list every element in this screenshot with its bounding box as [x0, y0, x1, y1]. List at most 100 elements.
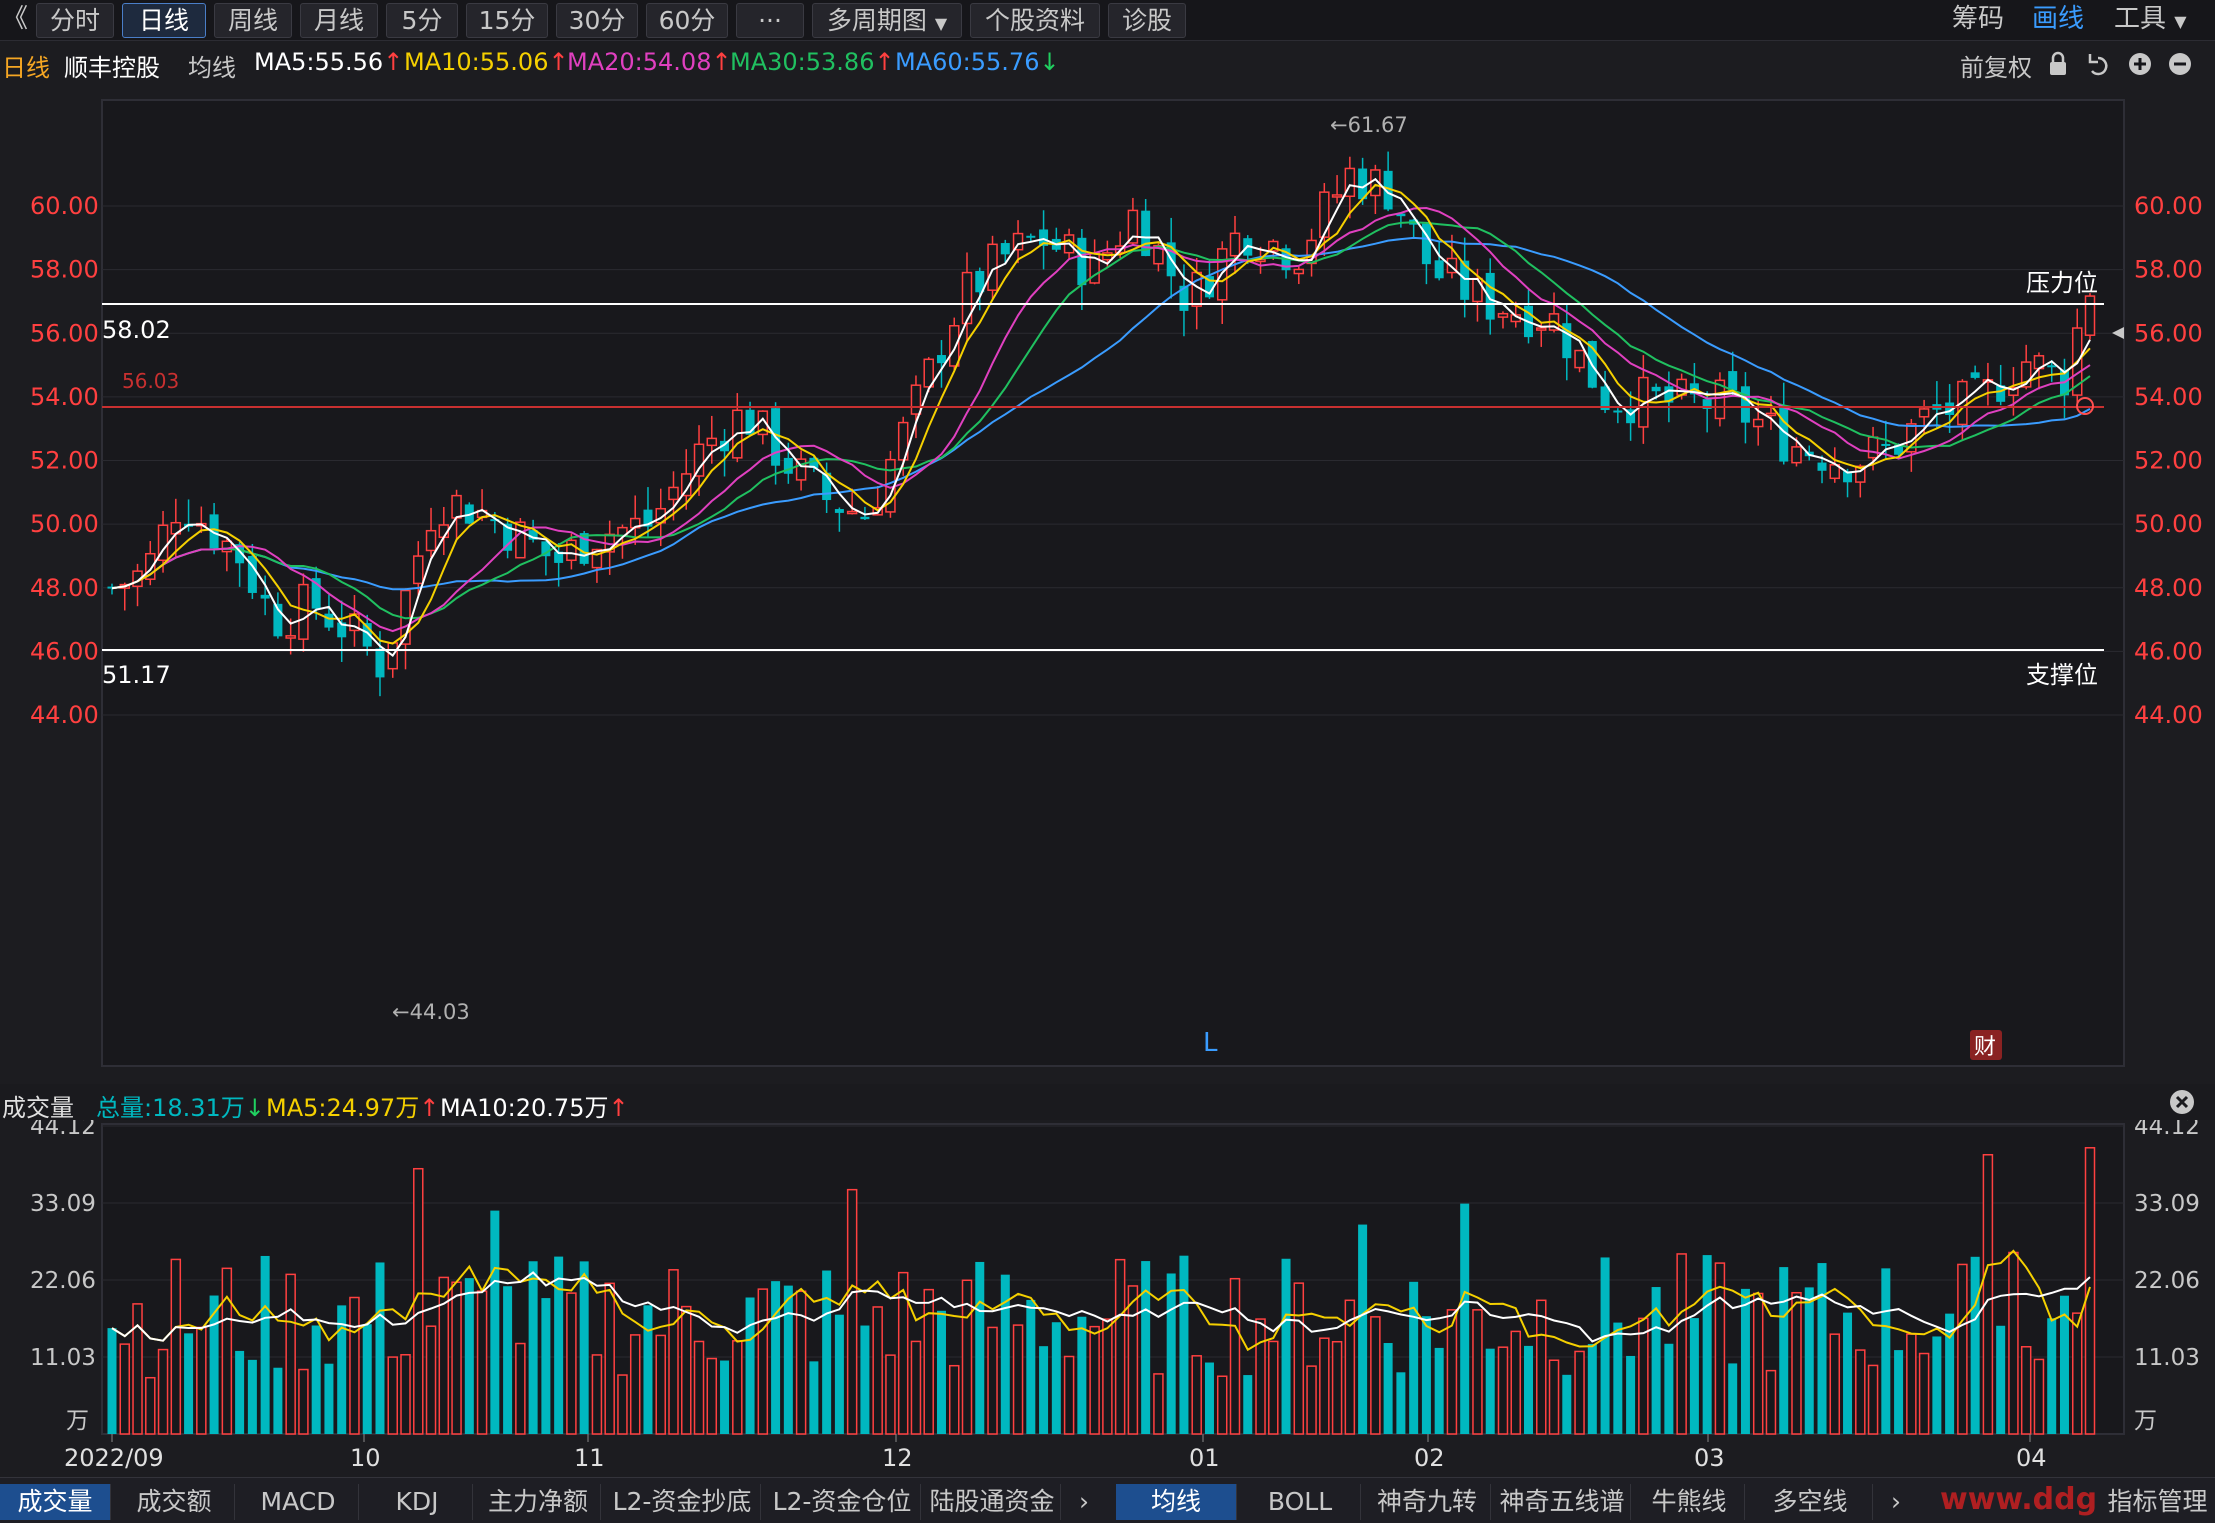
- volume-bar: [1166, 1273, 1176, 1434]
- volume-bar: [375, 1262, 385, 1434]
- draw-button[interactable]: 画线: [2032, 4, 2085, 34]
- volume-bar: [1063, 1355, 1075, 1435]
- candle-body: [490, 519, 500, 522]
- stock-info-button[interactable]: 个股资料: [970, 3, 1100, 38]
- volume-bar: [681, 1305, 692, 1435]
- volume-bar: [1752, 1292, 1764, 1435]
- volume-unit-left: 万: [66, 1408, 89, 1434]
- price-chart[interactable]: 60.00 58.00 56.00 54.00 52.00 50.00 48.00 46.00…: [0, 80, 2215, 1070]
- volume-bar: [1996, 1325, 2006, 1434]
- volume-chart[interactable]: 44.12 44.12 33.09 33.09 22.06 22.06 11.03 11.03…: [0, 1120, 2215, 1477]
- candle-body: [1434, 260, 1444, 279]
- volume-bar: [1548, 1359, 1560, 1435]
- indicator-manage-button[interactable]: 指标管理: [2107, 1487, 2208, 1516]
- zoom-in-icon[interactable]: [2129, 53, 2151, 75]
- chips-button[interactable]: 筹码: [1952, 4, 2005, 34]
- volume-bar: [541, 1298, 551, 1434]
- volume-bar: [923, 1288, 934, 1435]
- volume-bar: [1344, 1299, 1356, 1435]
- candle-body: [809, 457, 819, 468]
- tab-fenshi[interactable]: 分时: [36, 3, 114, 38]
- undo-icon[interactable]: [2088, 54, 2108, 76]
- candle-body: [706, 437, 718, 447]
- diagnose-button[interactable]: 诊股: [1108, 3, 1186, 38]
- price-tick-left: 52.00: [30, 447, 99, 475]
- tab-boll[interactable]: BOLL: [1240, 1484, 1361, 1520]
- tab-five-lines[interactable]: 神奇五线谱: [1494, 1484, 1631, 1520]
- finance-badge[interactable]: [1970, 1030, 2002, 1060]
- tab-60min[interactable]: 60分: [646, 3, 728, 38]
- tab-kdj[interactable]: KDJ: [362, 1484, 473, 1520]
- volume-bar: [846, 1188, 858, 1435]
- tools-button[interactable]: 工具 ▼: [2114, 3, 2187, 36]
- volume-bar: [1306, 1365, 1317, 1435]
- volume-bar: [1127, 1285, 1139, 1435]
- tab-monthly[interactable]: 月线: [300, 3, 378, 38]
- more-button[interactable]: ···: [736, 3, 804, 38]
- candle-body: [1396, 213, 1406, 217]
- candle-body: [643, 509, 653, 527]
- ma60-value: MA60:55.76↓: [895, 48, 1060, 76]
- tab-ma[interactable]: 均线: [1116, 1484, 1237, 1520]
- candle-body: [795, 458, 807, 481]
- volume-bar: [629, 1334, 641, 1435]
- volume-bar: [451, 1281, 462, 1435]
- candle-body: [1562, 323, 1572, 359]
- tab-l2-position[interactable]: L2-资金仓位: [764, 1484, 921, 1520]
- candle-body: [1472, 277, 1483, 303]
- lock-icon[interactable]: [2050, 51, 2066, 75]
- candle-body: [554, 551, 564, 563]
- volume-bar: [745, 1297, 755, 1434]
- chevron-right-icon[interactable]: ›: [1891, 1487, 1901, 1516]
- tab-main-net[interactable]: 主力净额: [476, 1484, 601, 1520]
- tab-bull-bear[interactable]: 牛熊线: [1634, 1484, 1745, 1520]
- volume-bar: [1331, 1340, 1343, 1435]
- candle-body: [668, 486, 679, 501]
- tab-northbound[interactable]: 陆股通资金: [924, 1484, 1061, 1520]
- adjust-label[interactable]: 前复权: [1960, 54, 2032, 82]
- volume-bar: [400, 1354, 411, 1435]
- volume-title: 成交量: [2, 1094, 74, 1122]
- volume-bar: [1243, 1375, 1253, 1434]
- candle-body: [1204, 276, 1214, 298]
- candle-body: [1600, 386, 1610, 411]
- tab-volume[interactable]: 成交量: [0, 1484, 111, 1520]
- tab-daily[interactable]: 日线: [122, 3, 206, 38]
- volume-bar: [515, 1342, 526, 1435]
- tab-long-short[interactable]: 多空线: [1748, 1484, 1873, 1520]
- volume-bar: [1153, 1373, 1164, 1435]
- multi-period-dropdown[interactable]: 多周期图 ▼: [812, 3, 962, 38]
- zoom-out-icon[interactable]: [2169, 53, 2191, 75]
- volume-bar: [1626, 1355, 1636, 1434]
- volume-bar: [2084, 1147, 2096, 1435]
- tab-macd[interactable]: MACD: [238, 1484, 359, 1520]
- tab-weekly[interactable]: 周线: [214, 3, 292, 38]
- volume-bar: [1051, 1322, 1061, 1434]
- candle-body: [1229, 232, 1241, 257]
- multi-period-label: 多周期图: [826, 6, 927, 35]
- volume-bar: [145, 1376, 156, 1435]
- volume-bar: [1638, 1317, 1649, 1435]
- volume-bar: [771, 1281, 781, 1434]
- tab-td9[interactable]: 神奇九转: [1364, 1484, 1491, 1520]
- date-label: 01: [1189, 1444, 1220, 1472]
- back-icon[interactable]: 《: [2, 4, 29, 34]
- tab-turnover[interactable]: 成交额: [114, 1484, 235, 1520]
- ma-label[interactable]: 均线: [188, 54, 236, 82]
- close-icon[interactable]: [2168, 1088, 2196, 1116]
- tab-15min[interactable]: 15分: [466, 3, 548, 38]
- chevron-right-icon[interactable]: ›: [1079, 1487, 1089, 1516]
- candle-body: [783, 457, 793, 474]
- tab-30min[interactable]: 30分: [556, 3, 638, 38]
- tab-l2-bottom[interactable]: L2-资金抄底: [604, 1484, 761, 1520]
- volume-bar: [795, 1290, 807, 1435]
- volume-bar: [170, 1258, 182, 1435]
- volume-bar: [1114, 1258, 1126, 1435]
- volume-bar: [1255, 1318, 1266, 1435]
- tab-5min[interactable]: 5分: [386, 3, 458, 38]
- price-tick-left: 58.00: [30, 256, 99, 284]
- price-tick-left: 44.00: [30, 701, 99, 729]
- volume-bar: [387, 1356, 398, 1435]
- date-label: 11: [574, 1444, 605, 1472]
- volume-bar: [1791, 1291, 1802, 1435]
